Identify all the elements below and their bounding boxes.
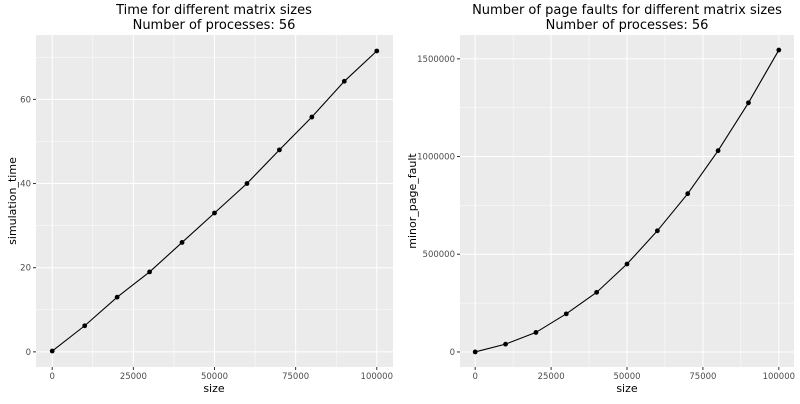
chart-subtitle: Number of processes: 56 [546,18,709,33]
x-tick-label: 75000 [282,372,309,382]
data-point [244,181,250,186]
x-tick-label: 25000 [538,372,565,382]
x-tick-label: 100000 [361,372,393,382]
y-tick-label: 0 [450,348,455,358]
y-tick-label: 500000 [423,250,455,260]
series [472,47,782,355]
data-point [563,311,569,317]
y-tick-label: 60 [20,95,31,105]
chart-title: Time for different matrix sizes [115,3,312,18]
data-point [654,228,660,234]
chart-subtitle: Number of processes: 56 [133,18,296,33]
grid-major [36,35,393,367]
y-tick-label: 1000000 [417,153,455,163]
data-point [114,294,120,300]
x-axis-title: size [616,382,638,395]
grid-major [460,35,794,367]
data-point [309,114,315,120]
x-tick-label: 75000 [689,372,716,382]
data-point [277,147,282,153]
y-tick-label: 20 [20,264,31,274]
data-point [594,289,600,295]
axis-ticks: 0 25000 50000 75000 100000050000010000001500… [417,55,795,382]
series [49,48,380,354]
x-tick-label: 50000 [613,372,640,382]
axis-ticks: 0 25000 50000 75000 100000 0 20 40 60 [20,95,393,382]
data-point [472,349,478,355]
data-point [624,261,630,267]
data-point [685,191,691,197]
y-axis-title: simulation_time [6,157,19,245]
x-tick-label: 50000 [201,372,228,382]
data-point [533,330,539,335]
data-point [341,78,347,84]
x-tick-label: 25000 [120,372,147,382]
data-point [179,240,185,245]
y-tick-label: 40 [20,180,31,190]
data-point [147,269,152,275]
x-tick-label: 100000 [763,372,795,382]
data-point [49,348,55,354]
x-tick-label: 0 [50,372,55,382]
chart-title: Number of page faults for different matr… [472,3,782,18]
time-chart: Time for different matrix sizes Number o… [6,3,393,395]
data-point [212,210,217,216]
data-point [746,100,751,106]
data-point [374,48,380,54]
x-axis-title: size [203,382,225,395]
data-point [776,47,782,53]
x-tick-label: 0 [472,372,477,382]
page-faults-chart: Number of page faults for different matr… [406,3,795,395]
y-tick-label: 0 [26,348,31,358]
y-axis-title: minor_page_fault [406,153,419,249]
data-point [503,341,508,347]
y-tick-label: 1500000 [417,55,455,65]
data-point [715,148,721,154]
data-point [82,323,88,329]
